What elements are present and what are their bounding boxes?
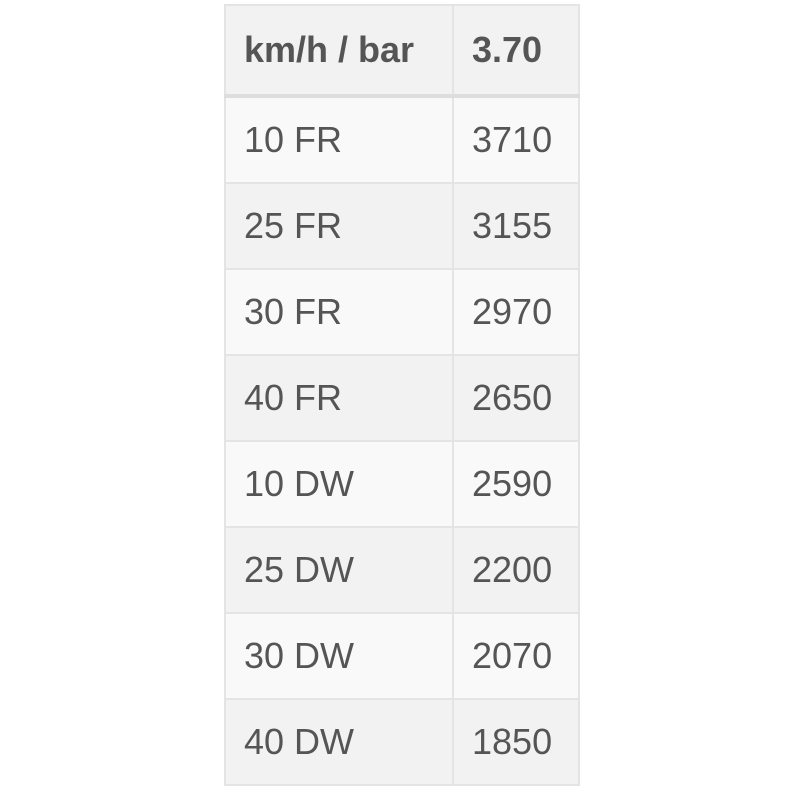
table-row: 10 FR 3710 bbox=[224, 95, 580, 184]
row-label-cell: 25 DW bbox=[224, 526, 454, 614]
header-row: km/h / bar 3.70 bbox=[224, 4, 580, 98]
data-table: km/h / bar 3.70 10 FR 3710 25 FR 3155 30 FR 2… bbox=[224, 4, 580, 786]
table-row: 10 DW 2590 bbox=[224, 440, 580, 528]
row-label-cell: 10 FR bbox=[224, 95, 454, 184]
header-speed-pressure: km/h / bar bbox=[224, 4, 454, 98]
row-label-cell: 30 FR bbox=[224, 268, 454, 356]
table-row: 40 FR 2650 bbox=[224, 354, 580, 442]
table-row: 25 FR 3155 bbox=[224, 182, 580, 270]
row-value-cell: 2070 bbox=[452, 612, 580, 700]
table-row: 40 DW 1850 bbox=[224, 698, 580, 786]
row-value-cell: 2590 bbox=[452, 440, 580, 528]
header-value: 3.70 bbox=[452, 4, 580, 98]
table-row: 30 FR 2970 bbox=[224, 268, 580, 356]
row-value-cell: 3155 bbox=[452, 182, 580, 270]
row-label-cell: 30 DW bbox=[224, 612, 454, 700]
row-label-cell: 25 FR bbox=[224, 182, 454, 270]
row-value-cell: 3710 bbox=[452, 95, 580, 184]
row-value-cell: 1850 bbox=[452, 698, 580, 786]
row-label-cell: 40 FR bbox=[224, 354, 454, 442]
table-row: 30 DW 2070 bbox=[224, 612, 580, 700]
row-value-cell: 2200 bbox=[452, 526, 580, 614]
row-value-cell: 2970 bbox=[452, 268, 580, 356]
row-label-cell: 10 DW bbox=[224, 440, 454, 528]
row-value-cell: 2650 bbox=[452, 354, 580, 442]
table-row: 25 DW 2200 bbox=[224, 526, 580, 614]
row-label-cell: 40 DW bbox=[224, 698, 454, 786]
